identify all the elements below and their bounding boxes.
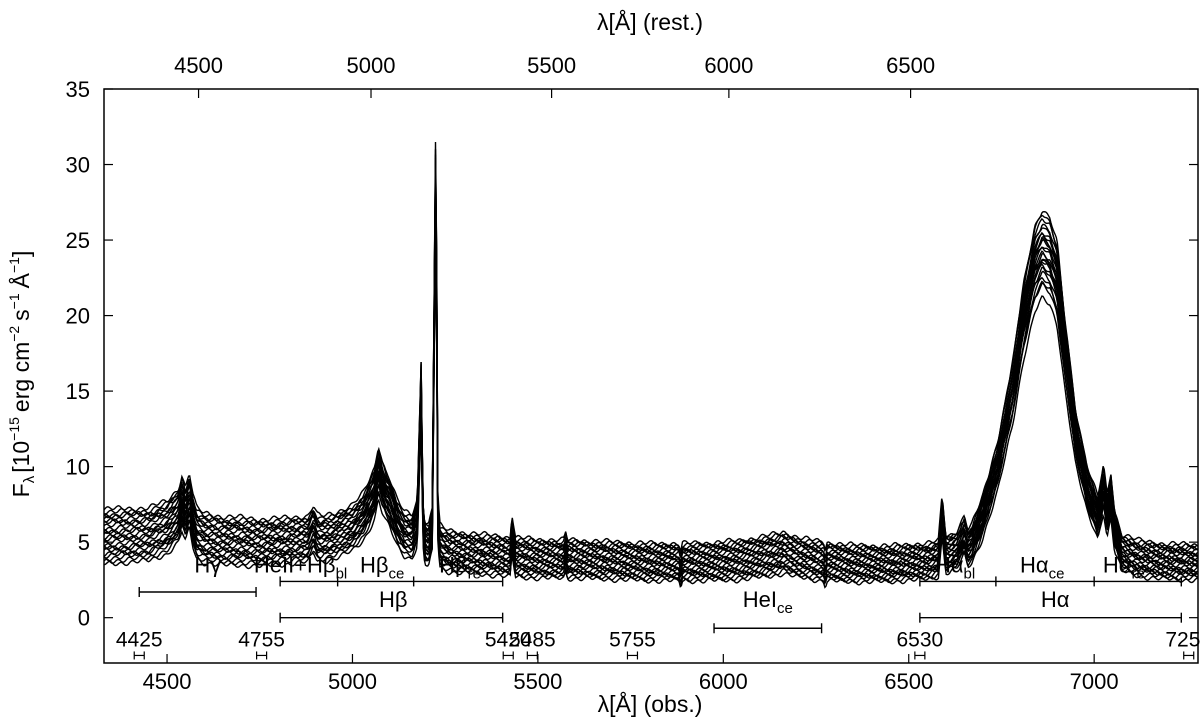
spectrum-line-8 [103, 231, 1199, 577]
window-label-5485: 5485 [509, 628, 556, 651]
region-label-6-sub: ce [777, 600, 793, 617]
region-label-6: HeIce [743, 587, 793, 617]
region-label-5-name: Hβ [379, 587, 408, 612]
region-label-10-name: Hα [1041, 587, 1070, 612]
region-label-7: Hαbl [935, 552, 975, 582]
region-label-8: Hαce [1020, 552, 1064, 582]
y-tick-label-30: 30 [66, 153, 90, 178]
region-label-2-name: HeII+Hβ [254, 552, 336, 577]
y-tick-label-20: 20 [66, 304, 90, 329]
region-label-4: Hβre [439, 552, 481, 582]
spectrum-line-18 [103, 141, 1198, 559]
y-label-exp3: −1 [6, 293, 22, 309]
y-tick-label-15: 15 [66, 379, 90, 404]
window-label-5755: 5755 [609, 628, 656, 651]
y-label-exp1: −15 [6, 417, 22, 441]
y-label-exp2: −2 [6, 326, 22, 342]
y-tick-label-0: 0 [78, 606, 90, 631]
y-axis-label: Fλ[10−15erg cm−2s−1Å−1] [6, 251, 38, 498]
region-label-1-name: Hγ [194, 552, 221, 577]
spectrum-line-11 [103, 157, 1199, 570]
y-label-mid1: erg cm [8, 342, 34, 412]
plot-border [103, 88, 1199, 664]
region-label-2-sub: bl [336, 565, 348, 582]
window-label-4755: 4755 [238, 628, 285, 651]
region-label-6-name: HeI [743, 587, 777, 612]
top-tick-label-4500: 4500 [174, 53, 223, 78]
axes-ticks: 4500 5000 5500 6000 6500 7000 4500 5000 5500 6000… [66, 53, 1198, 694]
region-label-9: Hαre [1103, 552, 1145, 582]
region-label-9-name: Hα [1103, 552, 1132, 577]
spectra-series-group [103, 141, 1199, 589]
top-tick-label-5500: 5500 [527, 53, 576, 78]
region-label-3: Hβce [360, 552, 404, 582]
spectrum-line-21 [103, 149, 1198, 556]
y-label-base: F [8, 483, 34, 497]
spectrum-line-17 [103, 169, 1199, 564]
region-label-4-sub: re [468, 565, 481, 582]
region-label-10: Hα [1041, 587, 1070, 612]
region-label-3-name: Hβ [360, 552, 389, 577]
region-label-9-sub: re [1131, 565, 1144, 582]
y-label-exp4: −1 [6, 257, 22, 273]
y-label-mid2: s [8, 309, 34, 321]
x-tick-label-5500: 5500 [513, 669, 562, 694]
x-axis-label-rest: λ[Å] (rest.) [597, 8, 703, 35]
y-label-pre: [10 [8, 441, 34, 473]
spectrum-line-1 [103, 247, 1198, 589]
top-tick-label-6500: 6500 [886, 53, 935, 78]
spectrum-line-23 [103, 178, 1198, 555]
x-tick-label-7000: 7000 [1070, 669, 1119, 694]
region-label-8-sub: ce [1049, 565, 1065, 582]
x-tick-label-6000: 6000 [699, 669, 748, 694]
spectrum-line-24 [103, 154, 1199, 553]
y-label-mid3: Å [7, 272, 34, 288]
region-label-4-name: Hβ [439, 552, 468, 577]
region-label-7-sub: bl [964, 565, 976, 582]
plot-frame [103, 88, 1199, 664]
y-label-sub: λ [21, 475, 38, 483]
top-tick-label-6000: 6000 [704, 53, 753, 78]
spectrum-line-22 [103, 200, 1199, 554]
top-tick-label-5000: 5000 [347, 53, 396, 78]
x-tick-label-6500: 6500 [884, 669, 933, 694]
window-label-4425: 4425 [116, 628, 163, 651]
y-tick-label-35: 35 [66, 77, 90, 102]
y-tick-label-5: 5 [78, 530, 90, 555]
window-label-5420: 5420 [485, 628, 532, 651]
region-label-8-name: Hα [1020, 552, 1049, 577]
region-label-1: Hγ [194, 552, 221, 577]
region-label-5: Hβ [379, 587, 408, 612]
region-label-3-sub: ce [388, 565, 404, 582]
y-tick-label-25: 25 [66, 228, 90, 253]
window-label-6530: 6530 [897, 628, 944, 651]
x-tick-label-4500: 4500 [143, 669, 192, 694]
x-axis-label-obs: λ[Å] (obs.) [598, 690, 703, 717]
y-tick-label-10: 10 [66, 455, 90, 480]
y-label-end: ] [8, 251, 34, 257]
window-label-7255: 7255 [1165, 628, 1200, 651]
region-label-2: HeII+Hβbl [254, 552, 347, 582]
spectrum-line-15 [103, 216, 1199, 565]
spectrum-line-14 [103, 162, 1198, 565]
x-tick-label-5000: 5000 [328, 669, 377, 694]
region-label-7-name: Hα [935, 552, 964, 577]
